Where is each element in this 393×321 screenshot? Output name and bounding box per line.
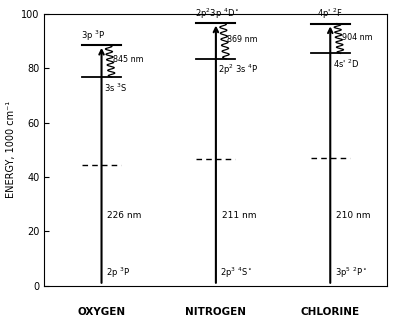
- Text: 2p$^3$ $^4$S$^\circ$: 2p$^3$ $^4$S$^\circ$: [220, 266, 253, 280]
- Text: 3p $^3$P: 3p $^3$P: [81, 29, 105, 43]
- Text: 845 nm: 845 nm: [113, 55, 143, 64]
- Text: 4p' $^2$F: 4p' $^2$F: [316, 7, 343, 22]
- Text: CHLORINE: CHLORINE: [301, 308, 360, 317]
- Text: 869 nm: 869 nm: [227, 35, 258, 44]
- Text: 3s $^3$S: 3s $^3$S: [104, 81, 127, 93]
- Text: 2p$^2$ 3s $^4$P: 2p$^2$ 3s $^4$P: [218, 63, 259, 77]
- Text: 211 nm: 211 nm: [222, 211, 256, 220]
- Text: 2p $^3$P: 2p $^3$P: [106, 266, 130, 280]
- Text: 3p$^5$ $^2$P$^\circ$: 3p$^5$ $^2$P$^\circ$: [335, 266, 367, 280]
- Text: 210 nm: 210 nm: [336, 211, 371, 220]
- Text: 904 nm: 904 nm: [342, 33, 372, 42]
- Text: NITROGEN: NITROGEN: [185, 308, 246, 317]
- Text: 2p$^2$3p $^4$D$^\circ$: 2p$^2$3p $^4$D$^\circ$: [195, 6, 240, 21]
- Text: 4s' $^2$D: 4s' $^2$D: [332, 57, 359, 70]
- Y-axis label: ENERGY, 1000 cm⁻¹: ENERGY, 1000 cm⁻¹: [6, 101, 16, 198]
- Text: 226 nm: 226 nm: [107, 211, 141, 220]
- Text: OXYGEN: OXYGEN: [77, 308, 126, 317]
